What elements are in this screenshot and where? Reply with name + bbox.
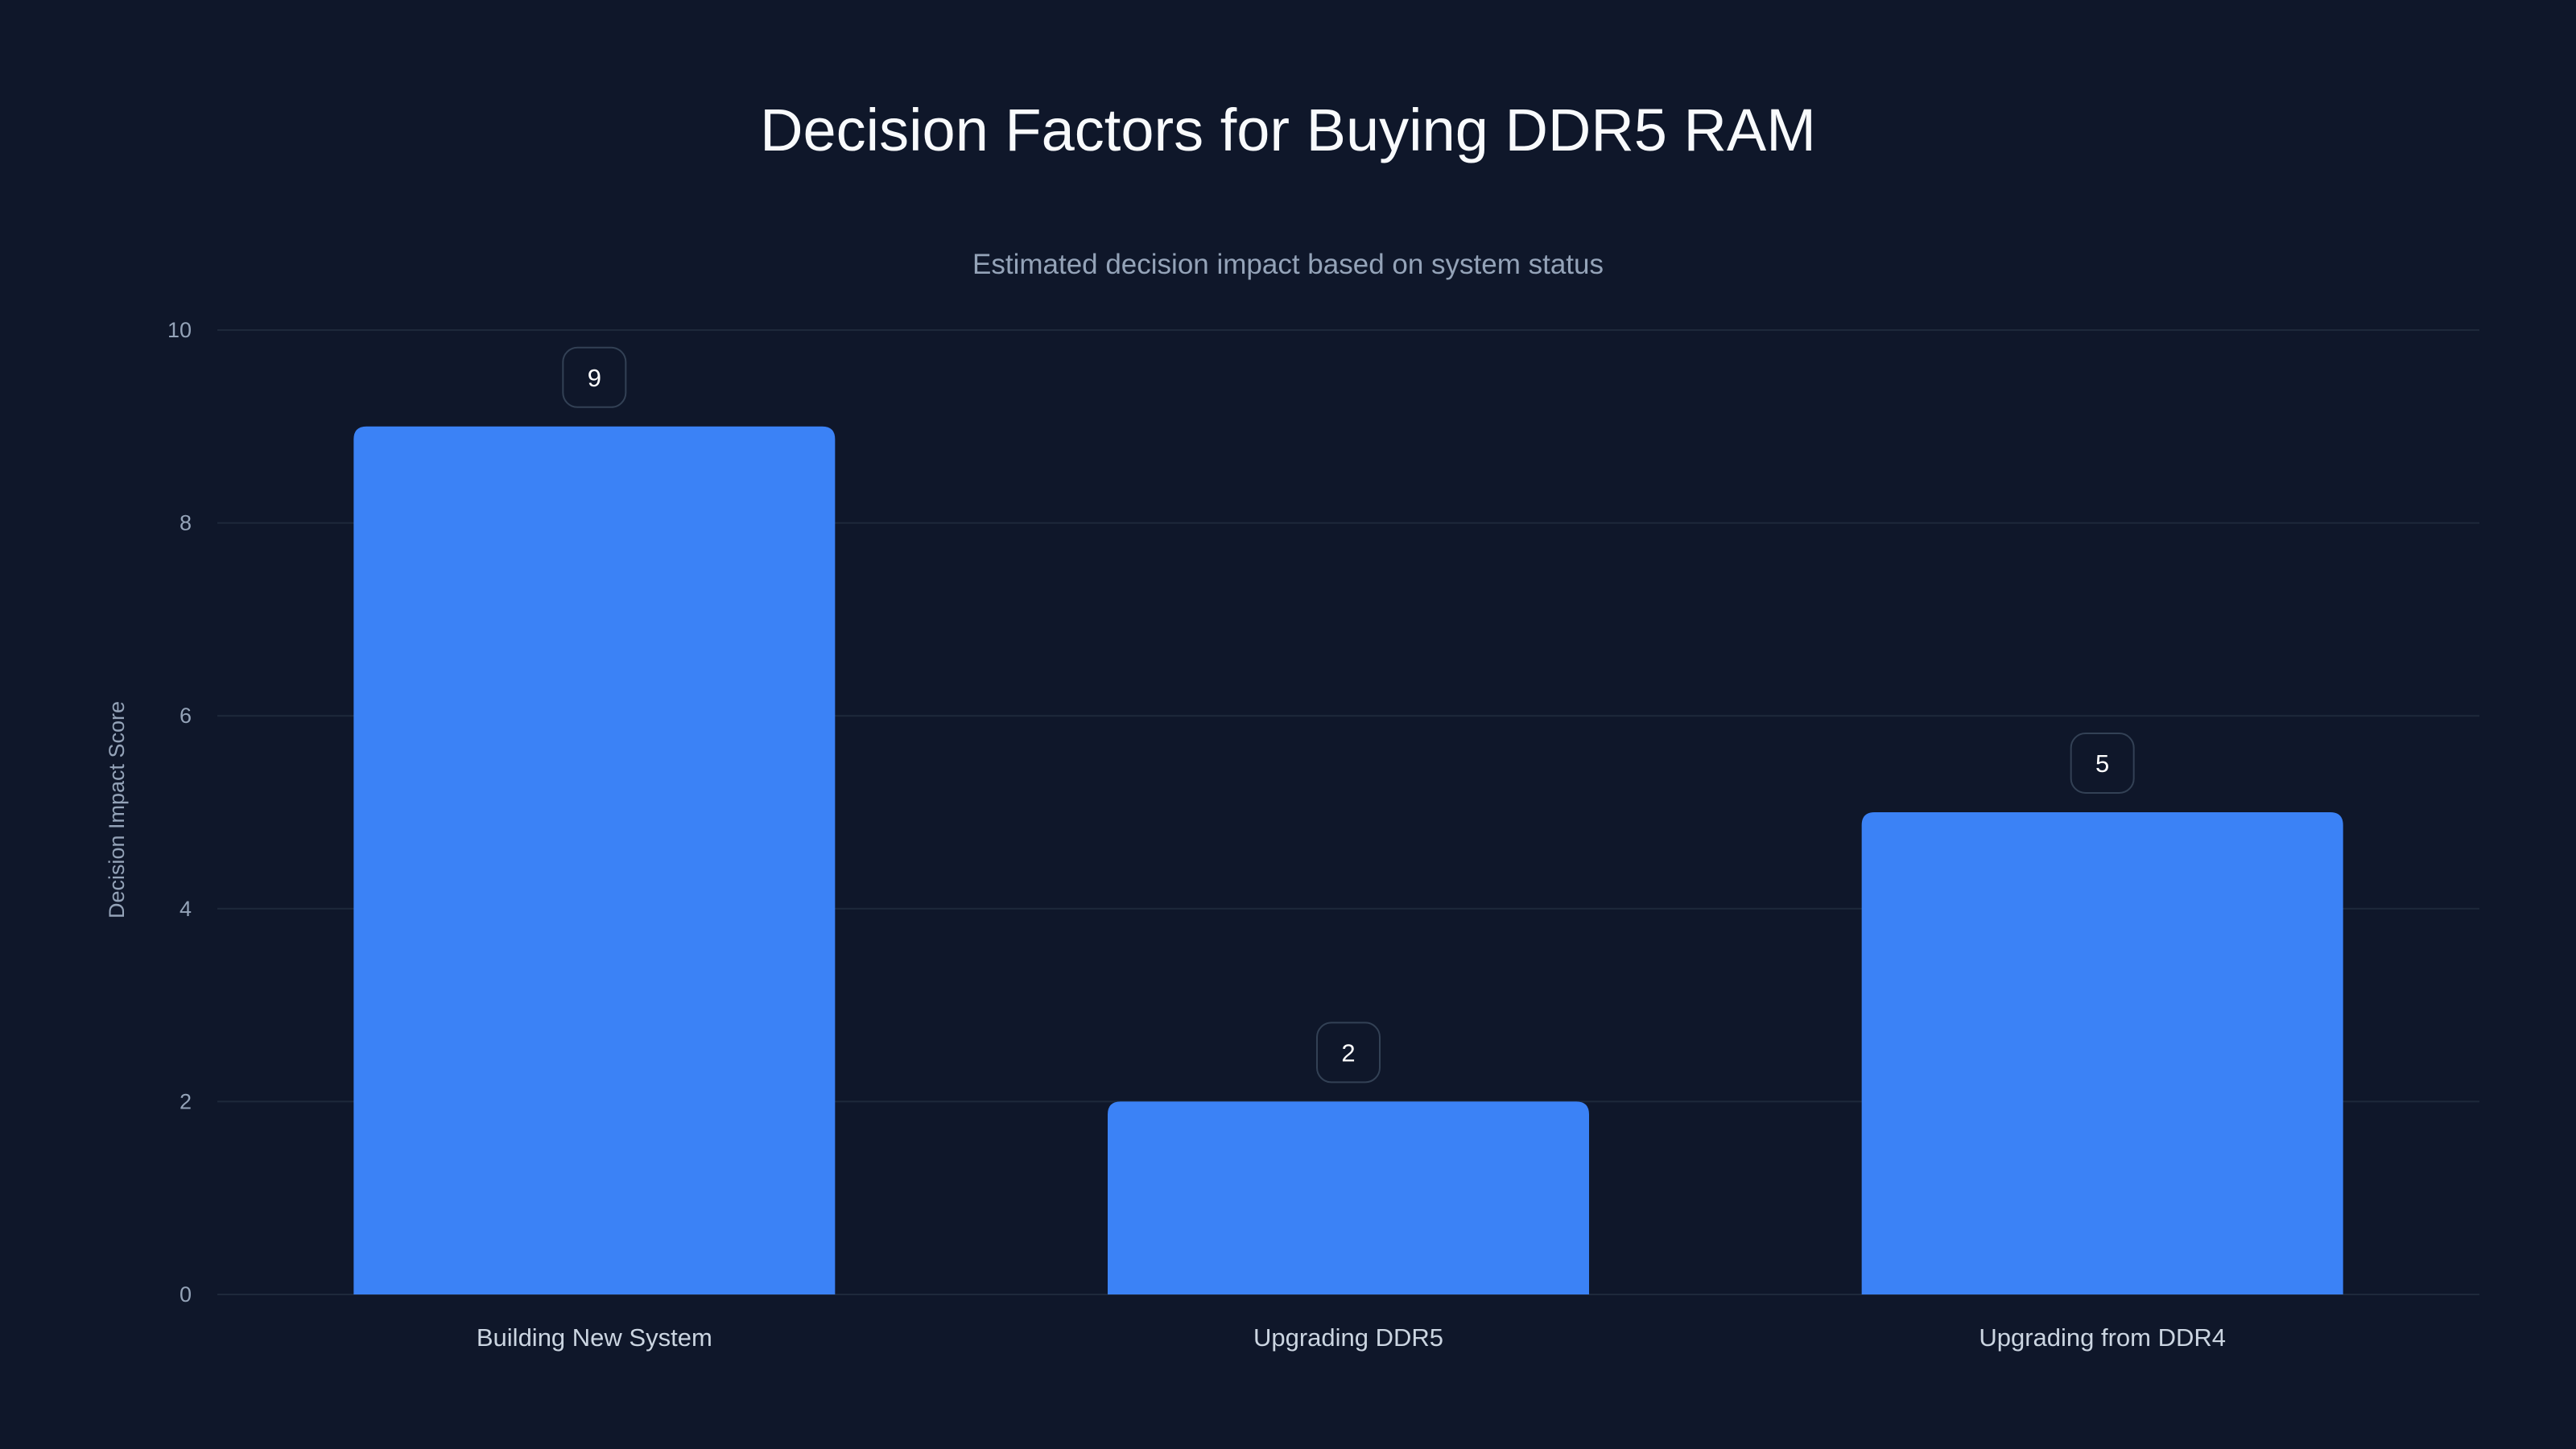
data-label: 5 [2095, 749, 2109, 778]
y-tick-label: 8 [180, 511, 192, 535]
bar [1108, 1101, 1589, 1294]
bar [353, 426, 836, 1294]
y-tick-label: 4 [180, 897, 192, 921]
x-tick-label: Building New System [477, 1323, 712, 1352]
bars [353, 426, 2343, 1294]
x-tick-label: Upgrading from DDR4 [1979, 1323, 2226, 1352]
data-label: 2 [1341, 1038, 1355, 1067]
chart-subtitle: Estimated decision impact based on syste… [972, 249, 1604, 280]
data-label-box [2070, 733, 2135, 794]
y-tick-label: 6 [180, 704, 192, 728]
x-tick-label: Upgrading DDR5 [1253, 1323, 1443, 1352]
y-tick-label: 2 [180, 1089, 192, 1113]
data-labels: 9 2 5 [562, 346, 2135, 1084]
data-label: 9 [588, 364, 601, 392]
x-axis-ticks: Building New System Upgrading DDR5 Upgradi… [477, 1323, 2226, 1352]
y-tick-label: 10 [167, 318, 192, 342]
y-axis-label: Decision Impact Score [105, 701, 129, 919]
data-label-box [562, 346, 627, 408]
bar [1861, 812, 2343, 1294]
y-tick-label: 0 [180, 1282, 192, 1307]
y-axis-ticks: 0 2 4 6 8 10 [167, 318, 192, 1307]
chart-title: Decision Factors for Buying DDR5 RAM [760, 97, 1816, 163]
data-label-box [1316, 1022, 1381, 1084]
